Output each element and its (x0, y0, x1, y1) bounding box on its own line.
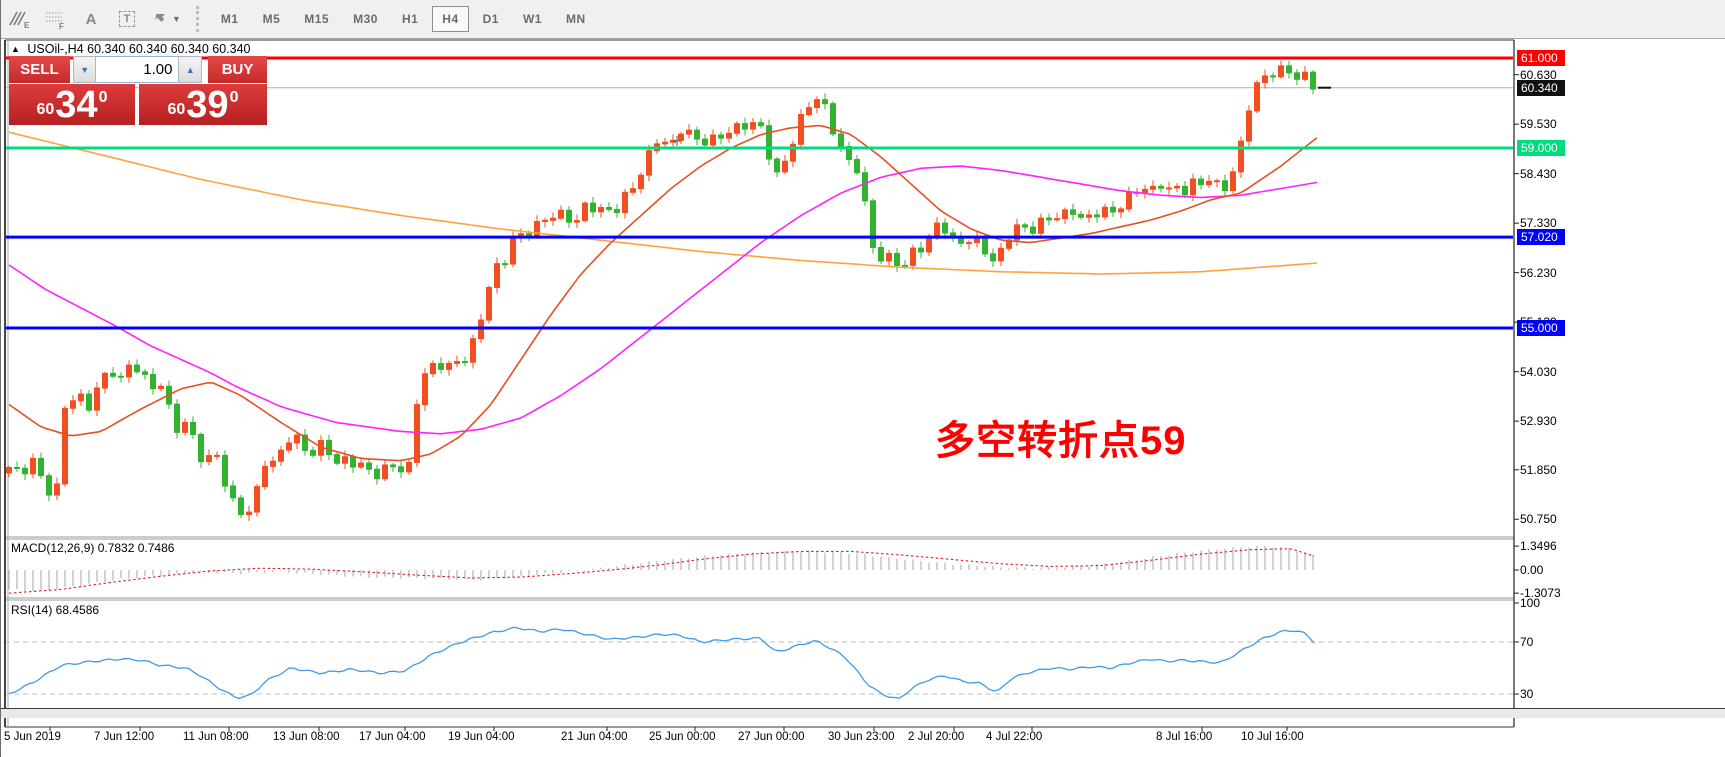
macd-signal-line (8, 548, 1315, 594)
time-axis-label: 11 Jun 08:00 (183, 731, 249, 743)
object-marker-cross (673, 136, 681, 146)
timeframe-button-MN[interactable]: MN (565, 12, 586, 26)
time-axis-label: 8 Jul 16:00 (1156, 731, 1213, 743)
price-tick-label: 50.750 (1520, 512, 1557, 527)
time-axis-label: 2 Jul 20:00 (908, 731, 965, 743)
timeframe-button-D1[interactable]: D1 (482, 12, 499, 26)
price-tick-label: 60.630 (1520, 67, 1557, 82)
price-tick-label: 54.030 (1520, 364, 1557, 379)
grid-icon[interactable]: F (42, 6, 68, 32)
timeframe-button-M15[interactable]: M15 (304, 12, 330, 26)
buy-price-prefix: 60 (167, 101, 186, 118)
rsi-tick-label: 70 (1520, 635, 1534, 649)
price-badge-55.000: 55.000 (1517, 320, 1565, 336)
volume-increase-button[interactable]: ▲ (178, 56, 203, 83)
price-tick-label: 57.330 (1520, 216, 1557, 231)
text-annotation-icon[interactable]: A (85, 10, 97, 28)
timeframe-button-M5[interactable]: M5 (262, 12, 281, 26)
timeframe-button-M1[interactable]: M1 (220, 12, 239, 26)
macd-pane[interactable] (8, 545, 1315, 594)
time-axis-label: 21 Jun 04:00 (561, 731, 628, 743)
buy-price-quote[interactable]: 60 39 0 (139, 84, 267, 125)
price-badge-60.340: 60.340 (1517, 79, 1565, 96)
chart-symbol-period: USOil-,H4 (27, 42, 84, 56)
sell-price-prefix: 60 (36, 101, 55, 118)
sell-price-sup: 0 (98, 89, 108, 106)
svg-text:E: E (24, 21, 30, 30)
toolbar: E F A T ▼ M1 M5 M15 M30 H1 H4 D1 W1 MN (1, 0, 1725, 39)
candles-layer (6, 60, 1316, 521)
price-tick-label: 59.530 (1520, 117, 1557, 132)
timeframe-button-H1[interactable]: H1 (401, 12, 419, 26)
timeframe-button-M30[interactable]: M30 (353, 12, 378, 26)
objects-arrows-icon[interactable]: ▼ (150, 6, 181, 32)
ma-mid-line (8, 165, 1318, 435)
bottom-strip (1, 708, 1725, 718)
macd-tick-label: 1.3496 (1520, 539, 1557, 554)
chart-canvas[interactable] (1, 39, 1725, 757)
indicators-icon[interactable]: E (6, 6, 32, 32)
toolbar-separator (195, 6, 203, 32)
rsi-indicator-label: RSI(14) 68.4586 (11, 603, 100, 617)
price-badge-59.000: 59.000 (1517, 140, 1565, 156)
ma-fast-line (8, 124, 1318, 462)
sell-button[interactable]: SELL (9, 56, 70, 83)
price-tick-label: 58.430 (1520, 166, 1557, 181)
buy-price-main: 39 (186, 84, 229, 126)
price-badge-57.020: 57.020 (1517, 229, 1565, 246)
rsi-tick-label: 100 (1520, 596, 1541, 610)
time-axis-label: 10 Jul 16:00 (1241, 731, 1304, 743)
time-axis-label: 19 Jun 04:00 (448, 731, 515, 743)
panel-toggle-icon[interactable]: ▲ (11, 44, 20, 54)
timeframe-button-H4[interactable]: H4 (432, 6, 469, 32)
timeframe-group: M1 M5 M15 M30 H1 H4 D1 W1 MN (209, 6, 598, 32)
volume-decrease-button[interactable]: ▼ (72, 56, 97, 83)
chart-title: ▲ USOil-,H4 60.340 60.340 60.340 60.340 (11, 42, 251, 56)
time-axis-label: 4 Jul 22:00 (986, 731, 1043, 743)
rsi-pane[interactable] (5, 626, 1514, 700)
chart-area[interactable]: ▲ USOil-,H4 60.340 60.340 60.340 60.340 … (1, 39, 1725, 757)
one-click-trade-panel: SELL ▼ ▲ BUY 60 34 0 60 39 0 (9, 56, 268, 125)
macd-tick-label: 0.00 (1520, 563, 1544, 577)
price-tick-label: 56.230 (1520, 265, 1557, 280)
time-axis-label: 13 Jun 08:00 (273, 731, 340, 743)
price-badge-61.000: 61.000 (1517, 50, 1565, 66)
buy-price-sup: 0 (229, 89, 239, 106)
ma-slow-line (8, 131, 1318, 275)
time-axis-label: 17 Jun 04:00 (359, 731, 426, 743)
svg-text:F: F (59, 22, 64, 30)
time-axis-label: 7 Jun 12:00 (94, 731, 155, 743)
main-pane[interactable] (5, 56, 1514, 521)
price-tick-label: 52.930 (1520, 414, 1557, 429)
dropdown-caret-icon: ▼ (172, 14, 181, 24)
price-tick-label: 51.850 (1520, 462, 1557, 477)
chart-annotation-text: 多空转折点59 (935, 419, 1187, 463)
time-axis-label: 27 Jun 00:00 (738, 731, 805, 743)
chart-ohlc-values: 60.340 60.340 60.340 60.340 (87, 42, 251, 56)
sell-price-quote[interactable]: 60 34 0 (9, 84, 135, 125)
label-tool-icon[interactable]: T (114, 6, 140, 32)
time-axis-label: 5 Jun 2019 (4, 731, 61, 743)
timeframe-button-W1[interactable]: W1 (522, 12, 542, 26)
time-axis-label: 25 Jun 00:00 (649, 731, 716, 743)
volume-input[interactable] (96, 56, 179, 83)
time-axis-label: 30 Jun 23:00 (828, 731, 895, 743)
buy-button[interactable]: BUY (208, 56, 268, 83)
macd-tick-label: -1.3073 (1520, 586, 1561, 601)
sell-price-main: 34 (55, 84, 98, 126)
rsi-line (8, 626, 1315, 700)
rsi-tick-label: 30 (1520, 687, 1534, 701)
macd-indicator-label: MACD(12,26,9) 0.7832 0.7486 (11, 541, 175, 555)
